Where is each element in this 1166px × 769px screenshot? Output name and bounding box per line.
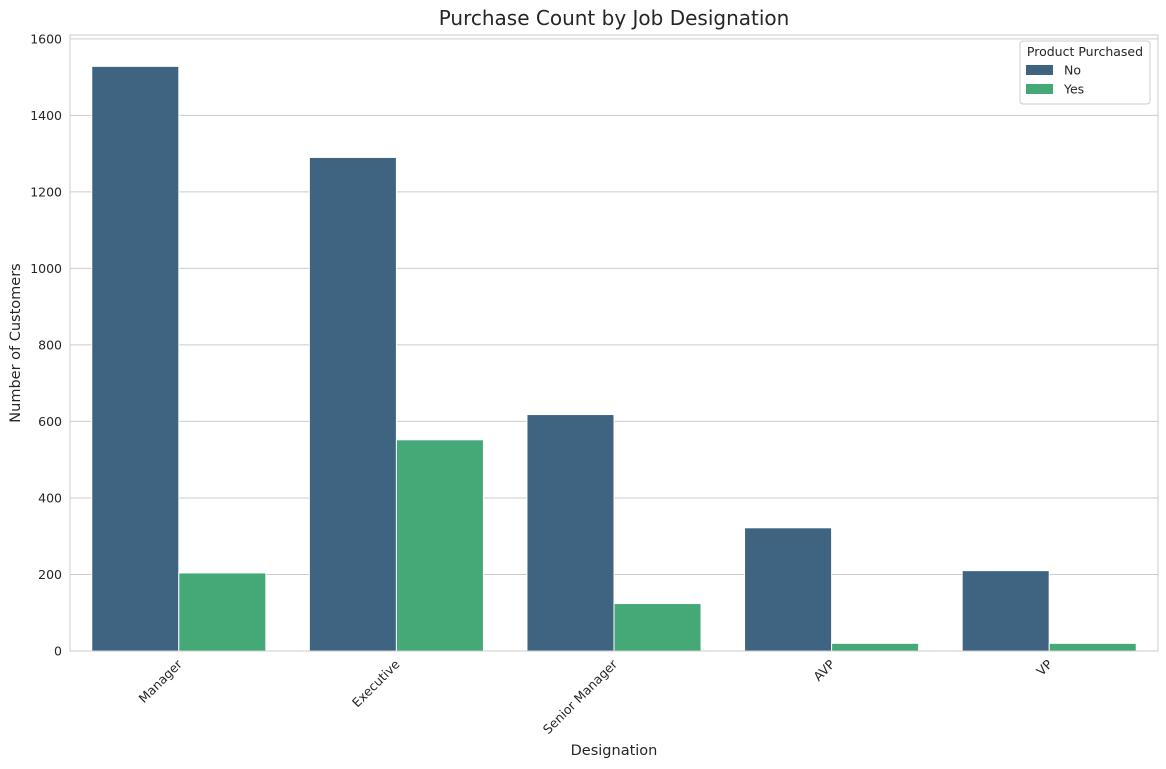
legend-label-no: No [1064, 63, 1081, 78]
chart-title: Purchase Count by Job Designation [439, 6, 790, 30]
y-tick-label: 600 [38, 414, 62, 429]
bar-no-manager [91, 65, 180, 652]
bar-yes-senior-manager [613, 603, 702, 652]
bar-yes-avp [831, 642, 920, 652]
bar-no-senior-manager [526, 414, 615, 652]
x-tick-label: VP [1033, 656, 1055, 678]
x-tick-label: Manager [136, 656, 186, 706]
bar-yes-vp [1048, 642, 1137, 652]
y-axis-label: Number of Customers [8, 263, 24, 422]
x-tick-label: AVP [810, 656, 838, 684]
legend-swatch-yes [1026, 84, 1053, 94]
legend-swatch-no [1026, 65, 1053, 75]
bar-yes-manager [178, 572, 267, 652]
y-tick-label: 400 [38, 490, 62, 505]
bar-yes-executive [395, 439, 484, 652]
bar-no-vp [961, 570, 1050, 652]
y-tick-label: 1400 [30, 108, 62, 123]
legend-label-yes: Yes [1063, 82, 1084, 97]
bars [91, 65, 1137, 652]
y-tick-label: 1000 [30, 261, 62, 276]
x-tick-label: Senior Manager [540, 656, 621, 737]
y-tick-label: 0 [54, 644, 62, 659]
plot-frame [69, 34, 1159, 652]
legend-items: No Yes [1026, 63, 1084, 97]
y-tick-label: 800 [38, 337, 62, 352]
y-tick-label: 1200 [30, 184, 62, 199]
legend-title: Product Purchased [1027, 44, 1143, 59]
legend: Product Purchased No Yes [1019, 40, 1151, 105]
axes-frame [69, 34, 1159, 652]
x-tick-labels: Manager Executive Senior Manager AVP VP [136, 656, 1056, 737]
x-axis-label: Designation [571, 743, 658, 759]
y-tick-label: 200 [38, 567, 62, 582]
bar-no-avp [744, 527, 833, 652]
y-tick-label: 1600 [30, 31, 62, 46]
bar-no-executive [308, 156, 397, 652]
x-tick-label: Executive [349, 656, 403, 710]
y-tick-labels: 0 200 400 600 800 1000 1200 1400 1600 [30, 31, 62, 658]
